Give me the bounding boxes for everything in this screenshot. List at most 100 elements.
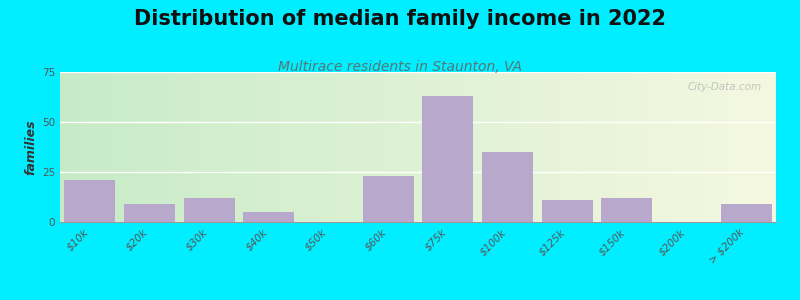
Bar (559, 72, 561, 222)
Bar (146, 72, 148, 222)
Bar (721, 204, 771, 222)
Bar (115, 72, 118, 222)
Bar (521, 72, 523, 222)
Bar (242, 72, 244, 222)
Bar (642, 72, 645, 222)
Bar (654, 72, 657, 222)
Bar (330, 72, 332, 222)
Bar (351, 72, 354, 222)
Bar (702, 72, 705, 222)
Bar (320, 72, 322, 222)
Bar (718, 72, 721, 222)
Bar (170, 72, 172, 222)
Bar (148, 72, 150, 222)
Bar (131, 72, 134, 222)
Bar (143, 72, 146, 222)
Bar (186, 72, 189, 222)
Bar (422, 72, 425, 222)
Bar (94, 72, 96, 222)
Bar (547, 72, 550, 222)
Bar (318, 72, 320, 222)
Bar (322, 72, 325, 222)
Bar (215, 72, 218, 222)
Bar (742, 72, 745, 222)
Bar (604, 72, 606, 222)
Bar (554, 72, 557, 222)
Bar (728, 72, 730, 222)
Bar (370, 72, 373, 222)
Bar (313, 72, 315, 222)
Bar (172, 72, 174, 222)
Bar (138, 72, 141, 222)
Bar (752, 72, 754, 222)
Bar (550, 72, 552, 222)
Bar (246, 72, 249, 222)
Text: Multirace residents in Staunton, VA: Multirace residents in Staunton, VA (278, 60, 522, 74)
Bar (774, 72, 776, 222)
Bar (325, 72, 327, 222)
Bar (174, 72, 177, 222)
Bar (243, 212, 294, 222)
Bar (65, 72, 67, 222)
Bar (294, 72, 296, 222)
Bar (533, 72, 535, 222)
Bar (463, 72, 466, 222)
Bar (466, 72, 468, 222)
Bar (227, 72, 230, 222)
Bar (733, 72, 735, 222)
Bar (621, 72, 623, 222)
Bar (674, 72, 676, 222)
Bar (378, 72, 380, 222)
Bar (244, 72, 246, 222)
Bar (454, 72, 456, 222)
Bar (418, 72, 420, 222)
Bar (422, 96, 473, 222)
Bar (706, 72, 709, 222)
Bar (659, 72, 662, 222)
Bar (511, 72, 514, 222)
Bar (266, 72, 268, 222)
Bar (592, 72, 594, 222)
Bar (206, 72, 208, 222)
Bar (222, 72, 225, 222)
Bar (678, 72, 681, 222)
Bar (582, 72, 585, 222)
Bar (516, 72, 518, 222)
Bar (482, 72, 485, 222)
Bar (108, 72, 110, 222)
Bar (686, 72, 688, 222)
Bar (514, 72, 516, 222)
Bar (570, 72, 573, 222)
Bar (688, 72, 690, 222)
Bar (363, 176, 414, 222)
Bar (208, 72, 210, 222)
Bar (113, 72, 115, 222)
Bar (162, 72, 165, 222)
Bar (482, 152, 533, 222)
Bar (458, 72, 461, 222)
Bar (723, 72, 726, 222)
Bar (478, 72, 480, 222)
Bar (709, 72, 711, 222)
Bar (757, 72, 759, 222)
Bar (342, 72, 344, 222)
Bar (470, 72, 473, 222)
Bar (499, 72, 502, 222)
Bar (153, 72, 155, 222)
Bar (134, 72, 136, 222)
Bar (468, 72, 470, 222)
Bar (578, 72, 580, 222)
Bar (194, 72, 196, 222)
Bar (599, 72, 602, 222)
Bar (237, 72, 239, 222)
Bar (165, 72, 167, 222)
Bar (363, 72, 366, 222)
Bar (74, 72, 77, 222)
Bar (473, 72, 475, 222)
Bar (368, 72, 370, 222)
Bar (354, 72, 356, 222)
Bar (439, 72, 442, 222)
Bar (490, 72, 492, 222)
Bar (296, 72, 298, 222)
Bar (506, 72, 509, 222)
